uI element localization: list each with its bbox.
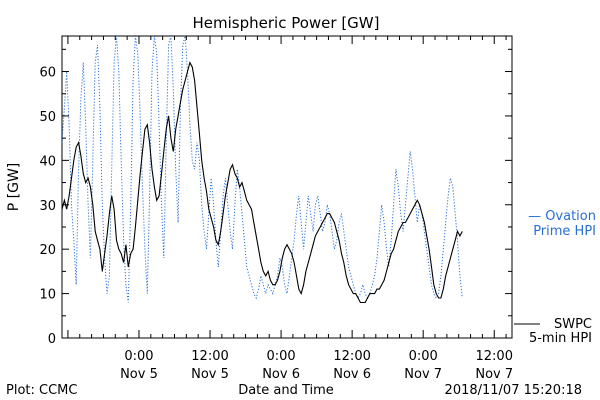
y-tick-label: 0 <box>48 332 56 347</box>
x-tick-label-date: Nov 6 <box>333 367 371 382</box>
x-tick-label-date: Nov 5 <box>191 367 229 382</box>
x-axis-label: Date and Time <box>238 383 334 398</box>
y-tick-label: 50 <box>39 110 56 125</box>
y-tick-label: 30 <box>39 199 56 214</box>
legend-label-ovation: — Ovation <box>528 209 596 224</box>
y-tick-label: 60 <box>39 66 56 81</box>
x-tick-label-time: 12:00 <box>191 349 228 364</box>
chart-title: Hemispheric Power [GW] <box>193 14 380 32</box>
x-axis: 0:00 Nov 5 12:00 Nov 5 0:00 Nov 6 12:00 Nov 6 0:… <box>67 36 513 382</box>
series-line-swpc-5min-hpi <box>62 61 463 304</box>
y-tick-label: 20 <box>39 243 56 258</box>
series-line-ovation-prime-hpi <box>62 36 463 303</box>
x-tick-label-date: Nov 5 <box>120 367 158 382</box>
footer-plot-credit: Plot: CCMC <box>6 383 77 398</box>
y-tick-label: 10 <box>39 288 56 303</box>
series-layer <box>62 36 463 304</box>
legend-label-ovation: Prime HPI <box>533 224 596 239</box>
x-tick-label-time: 0:00 <box>409 349 438 364</box>
x-tick-label-time: 0:00 <box>124 349 153 364</box>
footer-timestamp: 2018/11/07 15:20:18 <box>445 383 582 398</box>
plot-area: 0 10 20 30 40 50 60 0:00 Nov 5 12:00 Nov 5 0:00 Nov… <box>39 35 513 382</box>
x-tick-label-time: 12:00 <box>476 349 513 364</box>
y-tick-label: 40 <box>39 154 56 169</box>
plot-frame <box>61 35 513 339</box>
y-axis: 0 10 20 30 40 50 60 <box>39 48 512 347</box>
x-tick-label-date: Nov 7 <box>475 367 513 382</box>
x-tick-label-date: Nov 6 <box>262 367 300 382</box>
x-tick-label-time: 0:00 <box>266 349 295 364</box>
x-tick-label-time: 12:00 <box>333 349 370 364</box>
legend-label-swpc: SWPC <box>554 317 592 332</box>
x-tick-label-date: Nov 7 <box>404 367 442 382</box>
legend-label-swpc: 5-min HPI <box>529 331 592 346</box>
y-axis-label: P [GW] <box>6 163 22 212</box>
